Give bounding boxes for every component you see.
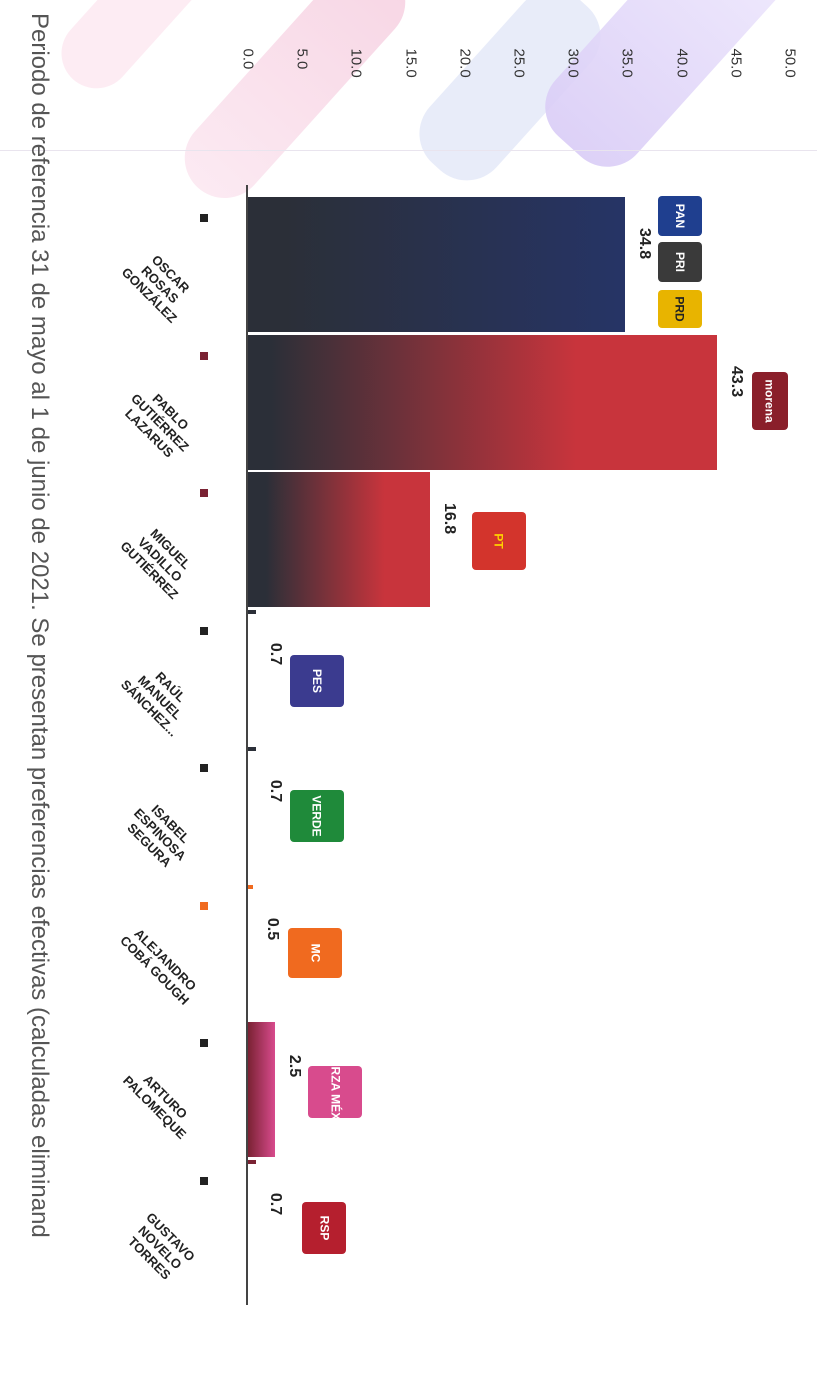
pt-logo: PT <box>472 512 526 570</box>
category-marker <box>200 1039 208 1047</box>
y-tick-text: 20.0 <box>456 48 474 78</box>
data-label-text: 0.7 <box>266 642 284 665</box>
category-label: OSCAR ROSAS GONZÁLEZ <box>85 252 235 382</box>
y-tick-text: 25.0 <box>510 48 528 78</box>
y-tick-label: 15.0 <box>401 40 421 80</box>
y-tick-text: 10.0 <box>347 48 365 78</box>
y-tick-label: 35.0 <box>617 40 637 80</box>
data-label-text: 43.3 <box>728 365 746 397</box>
category-label: GUSTAVO NOVELO TORRES <box>85 1209 235 1345</box>
logo-text: PES <box>309 668 324 694</box>
bar <box>248 747 256 751</box>
logo-text: PT <box>492 533 506 549</box>
category-label: RAÚL MANUEL SÁNCHEZ... <box>85 668 235 795</box>
data-label-text: 0.7 <box>266 779 284 803</box>
bar <box>248 197 626 332</box>
y-tick-text: 50.0 <box>781 48 799 78</box>
decorative-blob <box>168 0 422 215</box>
data-label-text: 16.8 <box>441 503 459 535</box>
y-tick-label: 40.0 <box>672 40 692 80</box>
logo-text: MC <box>307 943 322 963</box>
logo-text: morena <box>763 379 778 423</box>
y-tick-label: 5.0 <box>292 40 312 80</box>
y-tick-label: 30.0 <box>563 40 583 80</box>
data-label: 0.7 <box>262 762 288 822</box>
category-marker <box>200 214 208 222</box>
y-tick-text: 30.0 <box>564 48 582 78</box>
y-tick-label: 10.0 <box>346 40 366 80</box>
y-tick-text: 35.0 <box>618 48 636 78</box>
pri-logo: PRI <box>658 242 702 282</box>
logo-text: PAN <box>672 203 687 229</box>
separator-line <box>0 150 817 151</box>
category-label-text: OSCAR ROSAS GONZÁLEZ <box>118 251 193 326</box>
data-label-text: 0.5 <box>264 917 282 940</box>
verde-logo: VERDE <box>290 790 344 842</box>
y-tick-text: 40.0 <box>673 48 691 78</box>
mc-logo: MC <box>288 928 342 978</box>
logo-text: RSP <box>317 1215 331 1241</box>
y-tick-text: 0.0 <box>239 48 257 70</box>
pan-logo: PAN <box>658 196 702 236</box>
prd-logo: PRD <box>658 290 702 328</box>
logo-text: FUERZA MÉXICO <box>328 1042 343 1142</box>
logo-text: PRD <box>673 296 687 322</box>
y-tick-label: 25.0 <box>509 40 529 80</box>
y-tick-text: 45.0 <box>727 48 745 78</box>
category-marker <box>200 489 208 497</box>
data-label: 0.7 <box>262 1175 288 1235</box>
y-tick-label: 45.0 <box>726 40 746 80</box>
fuerza-mexico-logo: FUERZA MÉXICO <box>308 1043 362 1141</box>
axis-baseline <box>246 185 248 1305</box>
category-marker <box>200 1176 208 1185</box>
decorative-blob <box>47 0 233 103</box>
data-label-text: 0.7 <box>266 1192 284 1215</box>
category-marker <box>200 901 208 910</box>
bar <box>248 472 431 607</box>
data-label: 2.5 <box>281 1037 307 1097</box>
bar <box>248 609 256 614</box>
morena-logo: morena <box>752 372 788 430</box>
y-tick-label: 20.0 <box>455 40 475 80</box>
bar <box>248 334 718 470</box>
category-marker <box>200 351 208 360</box>
data-label: 16.8 <box>436 487 462 547</box>
logo-text: VERDE <box>310 795 324 837</box>
y-tick-label: 50.0 <box>780 40 800 80</box>
pes-logo: PES <box>290 655 344 707</box>
y-tick-label: 0.0 <box>238 40 258 80</box>
bar <box>248 884 254 889</box>
caption-text: Periodo de referencia 31 de mayo al 1 de… <box>26 13 53 1238</box>
bar <box>248 1022 276 1157</box>
data-label: 0.5 <box>259 900 285 960</box>
category-marker <box>200 764 208 772</box>
data-label: 34.8 <box>631 212 657 272</box>
data-label-text: 2.5 <box>286 1054 304 1078</box>
bar <box>248 1159 256 1164</box>
data-label: 0.7 <box>262 625 288 685</box>
y-tick-text: 15.0 <box>402 48 420 78</box>
category-label: PABLO GUTIÉRREZ LAZARUS <box>85 390 235 520</box>
data-label-text: 34.8 <box>636 228 654 260</box>
rsp-logo: RSP <box>302 1202 346 1254</box>
category-label: ARTURO PALOMEQUE <box>85 1072 235 1207</box>
category-label: MIGUEL VADILLO GUTIÉRREZ <box>85 526 235 657</box>
y-tick-text: 5.0 <box>293 48 311 70</box>
data-label: 43.3 <box>723 350 749 410</box>
category-marker <box>200 626 208 635</box>
logo-text: PRI <box>672 251 687 273</box>
chart-caption: Periodo de referencia 31 de mayo al 1 de… <box>24 0 54 1378</box>
